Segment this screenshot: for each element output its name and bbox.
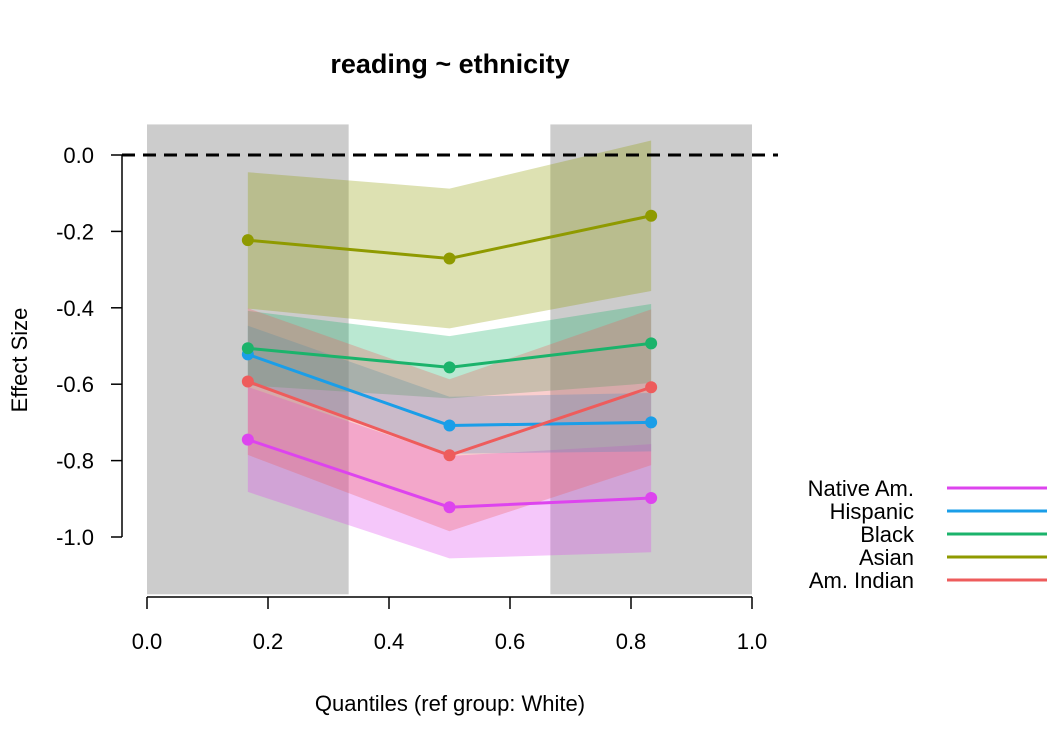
x-axis-title: Quantiles (ref group: White)	[315, 691, 585, 716]
x-tick-label: 1.0	[737, 629, 768, 654]
y-tick-label: -0.2	[56, 219, 94, 244]
data-point	[443, 449, 456, 462]
shaded-regions	[147, 124, 752, 595]
x-tick-label: 0.2	[253, 629, 284, 654]
data-point	[443, 501, 456, 514]
y-tick-label: 0.0	[63, 143, 94, 168]
x-tick-label: 0.6	[495, 629, 526, 654]
data-point	[443, 419, 456, 432]
data-point	[645, 337, 658, 350]
x-tick-label: 0.8	[616, 629, 647, 654]
data-point	[241, 342, 254, 355]
confidence-band-4	[247, 140, 652, 329]
data-point	[645, 381, 658, 394]
legend-label: Black	[860, 522, 915, 547]
data-point	[443, 252, 456, 265]
confidence-band-3	[247, 303, 652, 399]
y-tick-label: -0.6	[56, 372, 94, 397]
x-tick-label: 0.4	[374, 629, 405, 654]
chart-title: reading ~ ethnicity	[330, 49, 569, 79]
y-tick-label: -0.4	[56, 296, 94, 321]
series-lines	[241, 209, 658, 514]
confidence-band-1	[247, 386, 652, 559]
legend-label: Am. Indian	[809, 568, 914, 593]
legend-label: Asian	[859, 545, 914, 570]
y-tick-label: -1.0	[56, 525, 94, 550]
data-point	[645, 492, 658, 505]
axes: 0.0 -0.2 -0.4 -0.6 -0.8 -1.0 0.0 0.2 0.4 0.6 0.8 1.…	[56, 143, 767, 654]
y-axis-title: Effect Size	[7, 308, 32, 413]
data-point	[645, 209, 658, 222]
y-tick-label: -0.8	[56, 449, 94, 474]
legend-label: Native Am.	[808, 476, 914, 501]
data-point	[241, 375, 254, 388]
data-point	[443, 361, 456, 374]
x-tick-label: 0.0	[132, 629, 163, 654]
data-point	[645, 416, 658, 429]
legend-label: Hispanic	[830, 499, 914, 524]
data-point	[241, 234, 254, 247]
shaded-region-2	[550, 124, 752, 595]
data-point	[241, 433, 254, 446]
